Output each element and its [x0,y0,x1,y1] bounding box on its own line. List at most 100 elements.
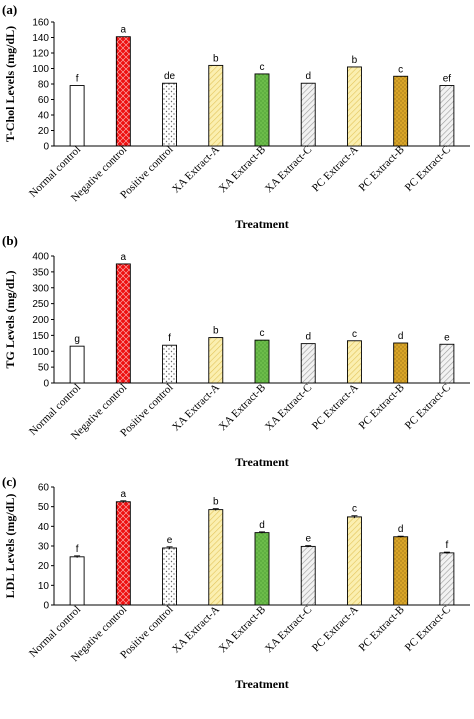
significance-letter: c [352,329,357,340]
y-tick-label: 350 [32,267,49,278]
y-tick-label: 120 [32,49,49,60]
bar [393,75,409,147]
y-tick-label: 100 [32,64,49,75]
category-label: XA Extract-A [170,604,222,656]
significance-letter: d [305,71,311,82]
bar [346,340,362,384]
category-label: PC Extract-A [310,382,361,433]
category-label: XA Extract-A [170,382,222,434]
y-tick-label: 400 [32,252,49,263]
bar [254,339,270,384]
bar [208,337,224,384]
y-tick-label: 50 [38,502,50,513]
significance-letter: a [121,252,127,263]
bar [115,263,131,384]
y-axis-title: LDL Levels (mg/dL) [3,494,17,599]
chart-panel-2: (b) 0 50 100 150 200 250 300 350 400 TG Levels (mg… [2,233,470,469]
bar [393,342,409,384]
y-tick-label: 250 [32,299,49,310]
y-tick-label: 300 [32,283,49,294]
x-axis-title: Treatment [235,677,289,691]
significance-letter: c [398,64,403,75]
bar [346,516,362,606]
significance-letter: c [352,504,357,515]
panel-label: (c) [2,474,16,489]
bar [208,64,224,147]
bar [162,82,178,147]
bar [254,532,270,606]
category-label: PC Extract-C [403,144,453,194]
y-tick-label: 40 [38,111,50,122]
significance-letter: b [213,326,219,337]
y-tick-label: 10 [38,581,50,592]
y-tick-label: 60 [38,483,50,494]
significance-letter: b [213,53,219,64]
category-label: PC Extract-C [403,382,453,432]
significance-letter: a [121,489,127,500]
significance-letter: d [398,524,404,535]
significance-letter: e [444,332,450,343]
chart-panel-1: (a) 0 20 40 60 80 100 120 140 160 T-Chol Levels (m… [2,2,470,231]
y-tick-label: 0 [43,601,49,612]
y-tick-label: 20 [38,126,50,137]
y-axis-title: TG Levels (mg/dL) [3,270,17,368]
y-tick-label: 80 [38,80,50,91]
y-tick-label: 20 [38,561,50,572]
category-label: XA Extract-C [263,604,314,655]
significance-letter: c [260,328,265,339]
y-tick-label: 150 [32,331,49,342]
significance-letter: f [168,333,171,344]
category-label: PC Extract-B [357,604,407,654]
category-label: XA Extract-C [263,144,314,195]
x-axis-title: Treatment [235,455,289,469]
bar [300,82,316,147]
y-tick-label: 160 [32,18,49,29]
significance-letter: d [398,331,404,342]
bar [439,552,455,606]
y-tick-label: 60 [38,95,50,106]
significance-letter: ef [443,74,452,85]
bar [439,343,455,384]
category-label: PC Extract-C [403,604,453,654]
bar [69,556,85,606]
significance-letter: de [164,71,176,82]
category-label: XA Extract-A [170,144,222,196]
bar [115,501,131,606]
bar [254,73,270,147]
bar [162,547,178,606]
significance-letter: b [352,55,358,66]
bar [69,85,85,147]
panel-label: (a) [2,2,17,17]
significance-letter: e [167,535,173,546]
significance-letter: b [213,497,219,508]
category-label: XA Extract-B [217,144,268,195]
category-label: XA Extract-B [217,382,268,433]
bar [439,85,455,147]
y-tick-label: 40 [38,522,50,533]
significance-letter: f [445,540,448,551]
significance-letter: g [74,334,80,345]
y-tick-label: 200 [32,315,49,326]
y-axis-title: T-Chol Levels (mg/dL) [3,26,17,142]
y-tick-label: 0 [43,379,49,390]
bar [115,36,131,147]
significance-letter: f [76,74,79,85]
bar [162,344,178,384]
y-tick-label: 50 [38,363,50,374]
significance-letter: d [305,332,311,343]
bar [300,343,316,384]
category-label: XA Extract-B [217,604,268,655]
significance-letter: c [260,62,265,73]
category-label: PC Extract-B [357,382,407,432]
category-label: XA Extract-C [263,382,314,433]
bar [208,509,224,606]
category-label: PC Extract-A [310,144,361,195]
category-label: PC Extract-A [310,604,361,655]
y-tick-label: 30 [38,542,50,553]
significance-letter: f [76,544,79,555]
significance-letter: a [121,25,127,36]
panel-label: (b) [2,233,18,248]
bar [69,345,85,384]
